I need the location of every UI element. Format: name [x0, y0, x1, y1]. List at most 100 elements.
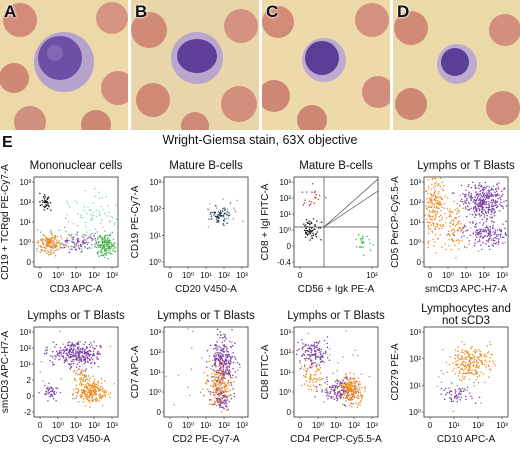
event-dot — [80, 397, 82, 399]
event-dot — [491, 209, 494, 211]
event-dot — [475, 370, 477, 373]
event-dot — [232, 361, 235, 364]
event-dot — [89, 350, 92, 353]
event-dot — [54, 393, 56, 395]
event-dot — [483, 222, 485, 224]
micrograph-b: B — [131, 0, 259, 130]
plot-frame — [33, 326, 119, 418]
event-dot — [495, 237, 497, 240]
event-dot — [432, 245, 435, 247]
event-dot — [491, 194, 493, 197]
event-dot — [342, 403, 344, 406]
event-dot — [330, 396, 333, 398]
event-dot — [461, 228, 463, 230]
event-dot — [113, 245, 115, 248]
event-dot — [231, 344, 234, 347]
event-dot — [308, 353, 310, 356]
event-dot — [227, 355, 230, 357]
event-dot — [214, 373, 217, 376]
event-dot — [480, 355, 482, 357]
event-dot — [82, 379, 84, 381]
event-dot — [445, 217, 448, 219]
event-dot — [92, 235, 95, 237]
event-dot — [457, 375, 460, 377]
event-dot — [481, 204, 483, 207]
event-dot — [229, 374, 232, 376]
event-dot — [336, 379, 339, 382]
event-dot — [216, 341, 218, 343]
event-dot — [214, 344, 216, 346]
event-dot — [493, 200, 495, 203]
event-dot — [75, 343, 78, 345]
event-dot — [350, 397, 352, 399]
event-dot — [66, 344, 69, 347]
event-dot — [345, 330, 347, 332]
event-dot — [69, 353, 71, 356]
event-dot — [357, 377, 360, 379]
event-dot — [107, 258, 109, 260]
event-dot — [424, 214, 427, 216]
event-dot — [361, 386, 363, 389]
event-dot — [464, 350, 466, 352]
event-dot — [474, 206, 476, 208]
event-dot — [92, 387, 95, 389]
event-dot — [215, 400, 218, 402]
event-dot — [490, 210, 493, 213]
event-dot — [102, 246, 104, 248]
event-dot — [222, 222, 224, 225]
event-dot — [217, 375, 220, 378]
event-dot — [100, 240, 103, 243]
event-dot — [304, 199, 306, 201]
event-dot — [488, 368, 491, 370]
event-dot — [49, 251, 51, 254]
event-dot — [227, 394, 229, 397]
event-dot — [44, 240, 47, 242]
event-dot — [103, 380, 106, 382]
event-dot — [369, 249, 372, 251]
event-dot — [82, 233, 85, 236]
event-dot — [481, 248, 483, 251]
event-dot — [109, 248, 112, 250]
event-dot — [52, 245, 54, 248]
event-dot — [64, 239, 67, 242]
event-dot — [427, 226, 430, 228]
event-dot — [232, 374, 234, 377]
event-dot — [68, 341, 71, 343]
x-tick-label: 0 — [298, 421, 303, 430]
event-dot — [222, 355, 224, 357]
event-dot — [460, 379, 463, 382]
y-tick-label: 10² — [149, 205, 161, 214]
event-dot — [468, 183, 470, 186]
event-dot — [112, 249, 114, 252]
event-dot — [464, 201, 466, 204]
event-dot — [50, 242, 52, 244]
event-dot — [208, 203, 211, 205]
event-dot — [493, 212, 495, 215]
plot-title: Lymphs or T Blasts — [157, 310, 255, 322]
y-tick-label: 10³ — [279, 178, 291, 187]
event-dot — [91, 218, 94, 221]
event-dot — [439, 224, 441, 226]
event-dot — [65, 230, 67, 232]
event-dot — [226, 366, 228, 368]
event-dot — [338, 391, 341, 394]
event-dot — [355, 390, 358, 393]
event-dot — [326, 378, 328, 381]
event-dot — [477, 356, 479, 359]
event-dot — [48, 387, 51, 390]
event-dot — [460, 223, 462, 225]
event-dot — [472, 207, 475, 209]
event-dot — [206, 388, 209, 390]
event-dot — [483, 192, 486, 195]
event-dot — [88, 389, 91, 391]
event-dot — [457, 223, 460, 225]
event-dot — [433, 186, 435, 189]
event-dot — [480, 194, 482, 197]
event-dot — [225, 359, 228, 361]
event-dot — [468, 195, 470, 197]
event-dot — [216, 218, 218, 221]
event-dot — [341, 384, 344, 386]
event-dot — [427, 206, 430, 209]
event-dot — [434, 241, 436, 243]
event-dot — [227, 351, 230, 353]
